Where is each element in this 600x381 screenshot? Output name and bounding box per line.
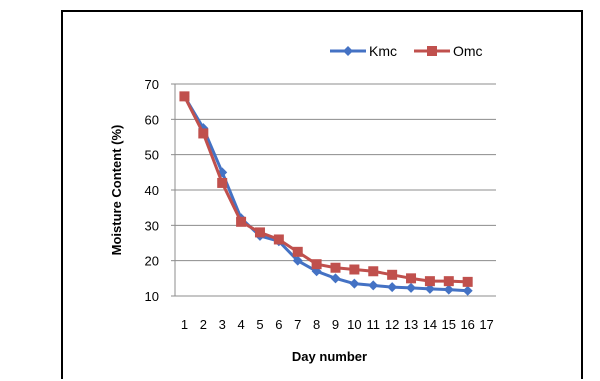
legend-item-kmc: Kmc (330, 43, 397, 59)
x-tick-label: 1 (181, 317, 188, 332)
series-line-kmc (183, 95, 468, 293)
x-tick-label: 5 (256, 317, 263, 332)
data-point-omc (179, 91, 190, 102)
data-point-omc (273, 234, 284, 245)
y-tick-label: 30 (145, 218, 159, 233)
legend-label: Kmc (369, 43, 397, 59)
data-point-kmc (387, 282, 398, 293)
x-tick-label: 7 (294, 317, 301, 332)
data-point-omc (292, 246, 303, 257)
series-line-omc (183, 95, 468, 284)
data-point-omc (368, 266, 379, 277)
data-point-kmc (462, 285, 473, 296)
chart-frame: 10 20 30 40 50 60 70 1 2 3 4 5 6 7 8 9 10 11 12 13 14 15 16 17… (61, 10, 583, 379)
x-tick-label: 12 (385, 317, 399, 332)
data-point-omc (217, 177, 228, 188)
x-tick-label: 4 (237, 317, 244, 332)
data-point-kmc (330, 273, 341, 284)
x-tick-label: 10 (347, 317, 361, 332)
x-tick-label: 3 (219, 317, 226, 332)
data-point-omc (387, 269, 398, 280)
legend-marker (343, 46, 353, 56)
x-tick-label: 16 (460, 317, 474, 332)
legend-item-omc: Omc (414, 43, 483, 59)
data-point-omc (236, 216, 247, 227)
data-point-kmc (292, 255, 303, 266)
data-point-kmc (368, 280, 379, 291)
data-point-omc (424, 276, 435, 287)
legend-marker (427, 46, 437, 56)
y-tick-label: 20 (145, 254, 159, 269)
x-tick-label: 17 (479, 317, 493, 332)
data-point-omc (330, 262, 341, 273)
series-omc (179, 91, 473, 287)
legend-label: Omc (453, 43, 483, 59)
x-tick-label: 15 (442, 317, 456, 332)
data-point-omc (406, 273, 417, 284)
data-point-kmc (424, 283, 435, 294)
y-tick-label: 50 (145, 148, 159, 163)
y-tick-label: 10 (145, 289, 159, 304)
data-point-kmc (406, 282, 417, 293)
x-tick-label: 13 (404, 317, 418, 332)
x-tick-labels: 1 2 3 4 5 6 7 8 9 10 11 12 13 14 15 16 17 (181, 317, 494, 332)
x-tick-label: 9 (332, 317, 339, 332)
y-tick-labels: 10 20 30 40 50 60 70 (145, 77, 159, 304)
x-tick-label: 14 (423, 317, 437, 332)
y-axis-title: Moisture Content (%) (109, 125, 124, 256)
x-axis-title: Day number (292, 349, 367, 364)
data-point-kmc (349, 278, 360, 289)
y-tick-label: 70 (145, 77, 159, 92)
series (179, 91, 473, 296)
data-point-omc (462, 276, 473, 287)
legend: Kmc Omc (330, 43, 483, 59)
data-point-kmc (443, 284, 454, 295)
data-point-omc (443, 276, 454, 287)
data-point-omc (198, 128, 209, 139)
x-tick-label: 11 (367, 317, 381, 332)
data-point-omc (311, 259, 322, 270)
x-tick-label: 2 (200, 317, 207, 332)
data-point-omc (254, 227, 265, 238)
axes (171, 83, 496, 297)
x-tick-label: 8 (313, 317, 320, 332)
x-tick-label: 6 (275, 317, 282, 332)
y-tick-label: 40 (145, 183, 159, 198)
y-tick-label: 60 (145, 112, 159, 127)
data-point-omc (349, 264, 360, 275)
